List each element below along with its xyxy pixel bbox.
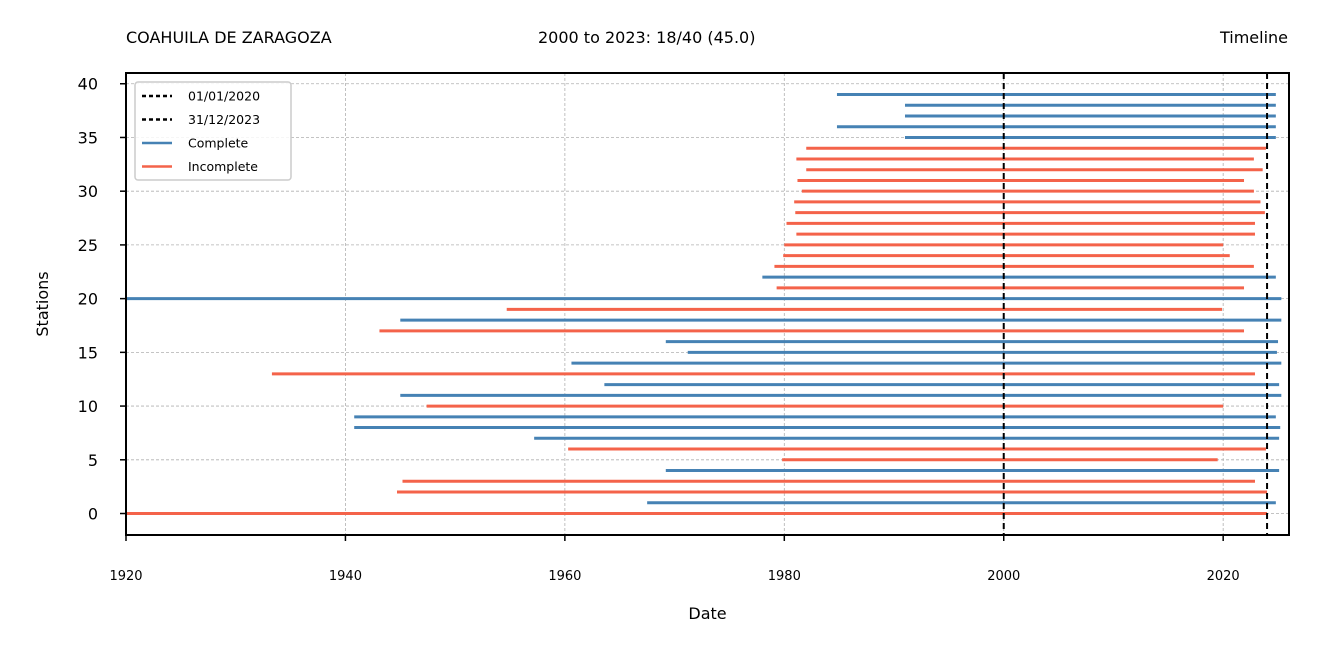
x-axis-ticks: 1920 1940 1960 1980 2000 2020 xyxy=(109,535,1240,584)
legend: 01/01/2020 31/12/2023 Complete Incomplete xyxy=(134,81,292,181)
y-axis-label: Stations xyxy=(33,271,52,336)
grid-lines xyxy=(125,73,1289,535)
x-axis-label: Date xyxy=(688,604,726,623)
y-tick-label: 20 xyxy=(78,290,98,309)
legend-box xyxy=(134,81,292,181)
y-axis-ticks: 0 5 10 15 20 25 30 35 40 xyxy=(78,75,126,524)
y-tick-label: 15 xyxy=(78,343,98,362)
x-tick-label: 1920 xyxy=(109,569,142,584)
legend-label: Complete xyxy=(188,136,249,151)
station-bars xyxy=(126,92,1282,516)
x-tick-label: 2020 xyxy=(1207,569,1240,584)
x-tick-label: 1980 xyxy=(768,569,801,584)
x-tick-label: 1960 xyxy=(548,569,581,584)
legend-label: 01/01/2020 xyxy=(188,89,260,104)
y-tick-label: 35 xyxy=(78,128,98,147)
y-tick-label: 40 xyxy=(78,75,98,94)
chart-title-right: Timeline xyxy=(1219,28,1288,47)
y-tick-label: 5 xyxy=(88,451,98,470)
y-tick-label: 25 xyxy=(78,236,98,255)
chart-title-left: COAHUILA DE ZARAGOZA xyxy=(126,28,332,47)
legend-label: Incomplete xyxy=(188,159,258,174)
x-tick-label: 1940 xyxy=(329,569,362,584)
y-tick-label: 0 xyxy=(88,505,98,524)
y-tick-label: 10 xyxy=(78,397,98,416)
legend-label: 31/12/2023 xyxy=(188,112,260,127)
chart-title-center: 2000 to 2023: 18/40 (45.0) xyxy=(538,28,756,47)
y-tick-label: 30 xyxy=(78,182,98,201)
plot-frame xyxy=(125,72,1290,536)
reference-lines xyxy=(1002,73,1269,535)
x-tick-label: 2000 xyxy=(987,569,1020,584)
